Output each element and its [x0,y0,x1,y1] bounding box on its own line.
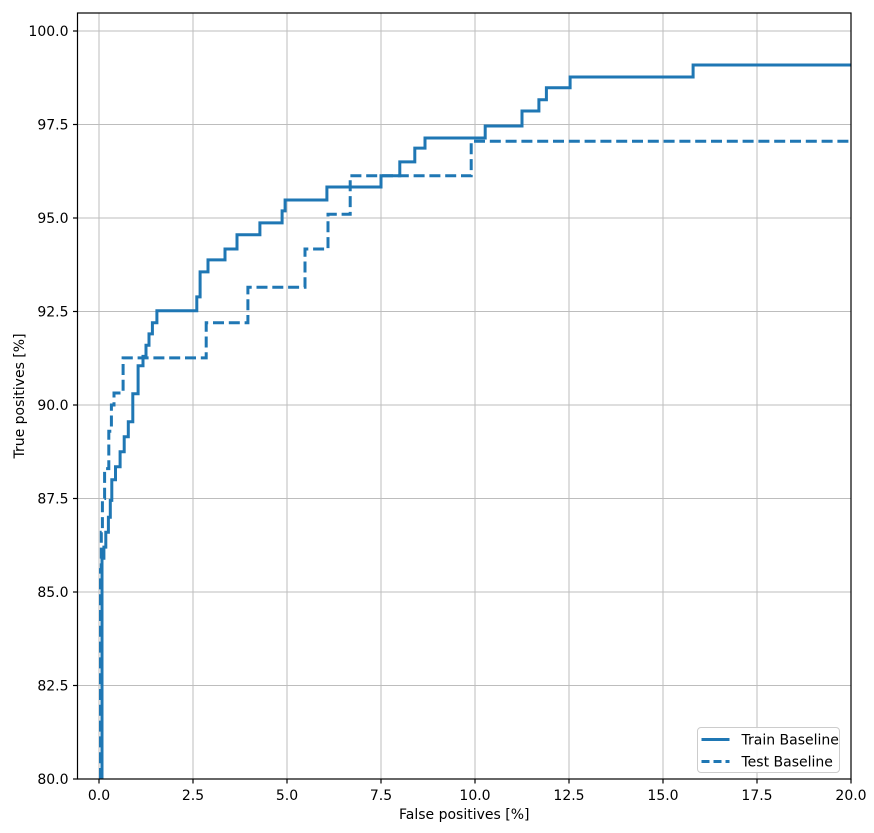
x-tick-label: 15.0 [647,788,678,804]
legend: Train Baseline Test Baseline [697,727,840,773]
plot-area [77,13,851,779]
series-line-test-baseline [99,139,851,779]
x-tick-label: 10.0 [459,788,490,804]
y-tick-label: 97.5 [37,118,68,134]
x-tick-label: 7.5 [370,788,392,804]
y-tick-label: 100.0 [28,24,68,40]
y-tick-label: 90.0 [37,398,68,414]
x-tick-label: 2.5 [182,788,204,804]
legend-label: Test Baseline [741,755,833,771]
series-line-train-baseline [100,63,851,779]
y-tick-label: 80.0 [37,772,68,788]
x-axis-label: False positives [%] [399,807,529,823]
x-tick-label: 20.0 [835,788,866,804]
axes-spines [76,12,852,780]
y-tick-label: 85.0 [37,585,68,601]
tick-marks [73,30,852,784]
x-tick-label: 0.0 [88,788,110,804]
y-axis-label: True positives [%] [12,333,28,459]
y-tick-label: 95.0 [37,211,68,227]
legend-box [697,727,840,773]
y-tick-label: 82.5 [37,679,68,695]
x-tick-label: 12.5 [553,788,584,804]
x-tick-label: 17.5 [741,788,772,804]
x-tick-label: 5.0 [276,788,298,804]
y-tick-label: 92.5 [37,305,68,321]
y-tick-label: 87.5 [37,492,68,508]
tick-labels: 0.0 2.5 5.0 7.5 10.0 12.5 15.0 17.5 20.0 80.0 82.5… [28,24,866,804]
legend-label: Train Baseline [741,733,839,749]
